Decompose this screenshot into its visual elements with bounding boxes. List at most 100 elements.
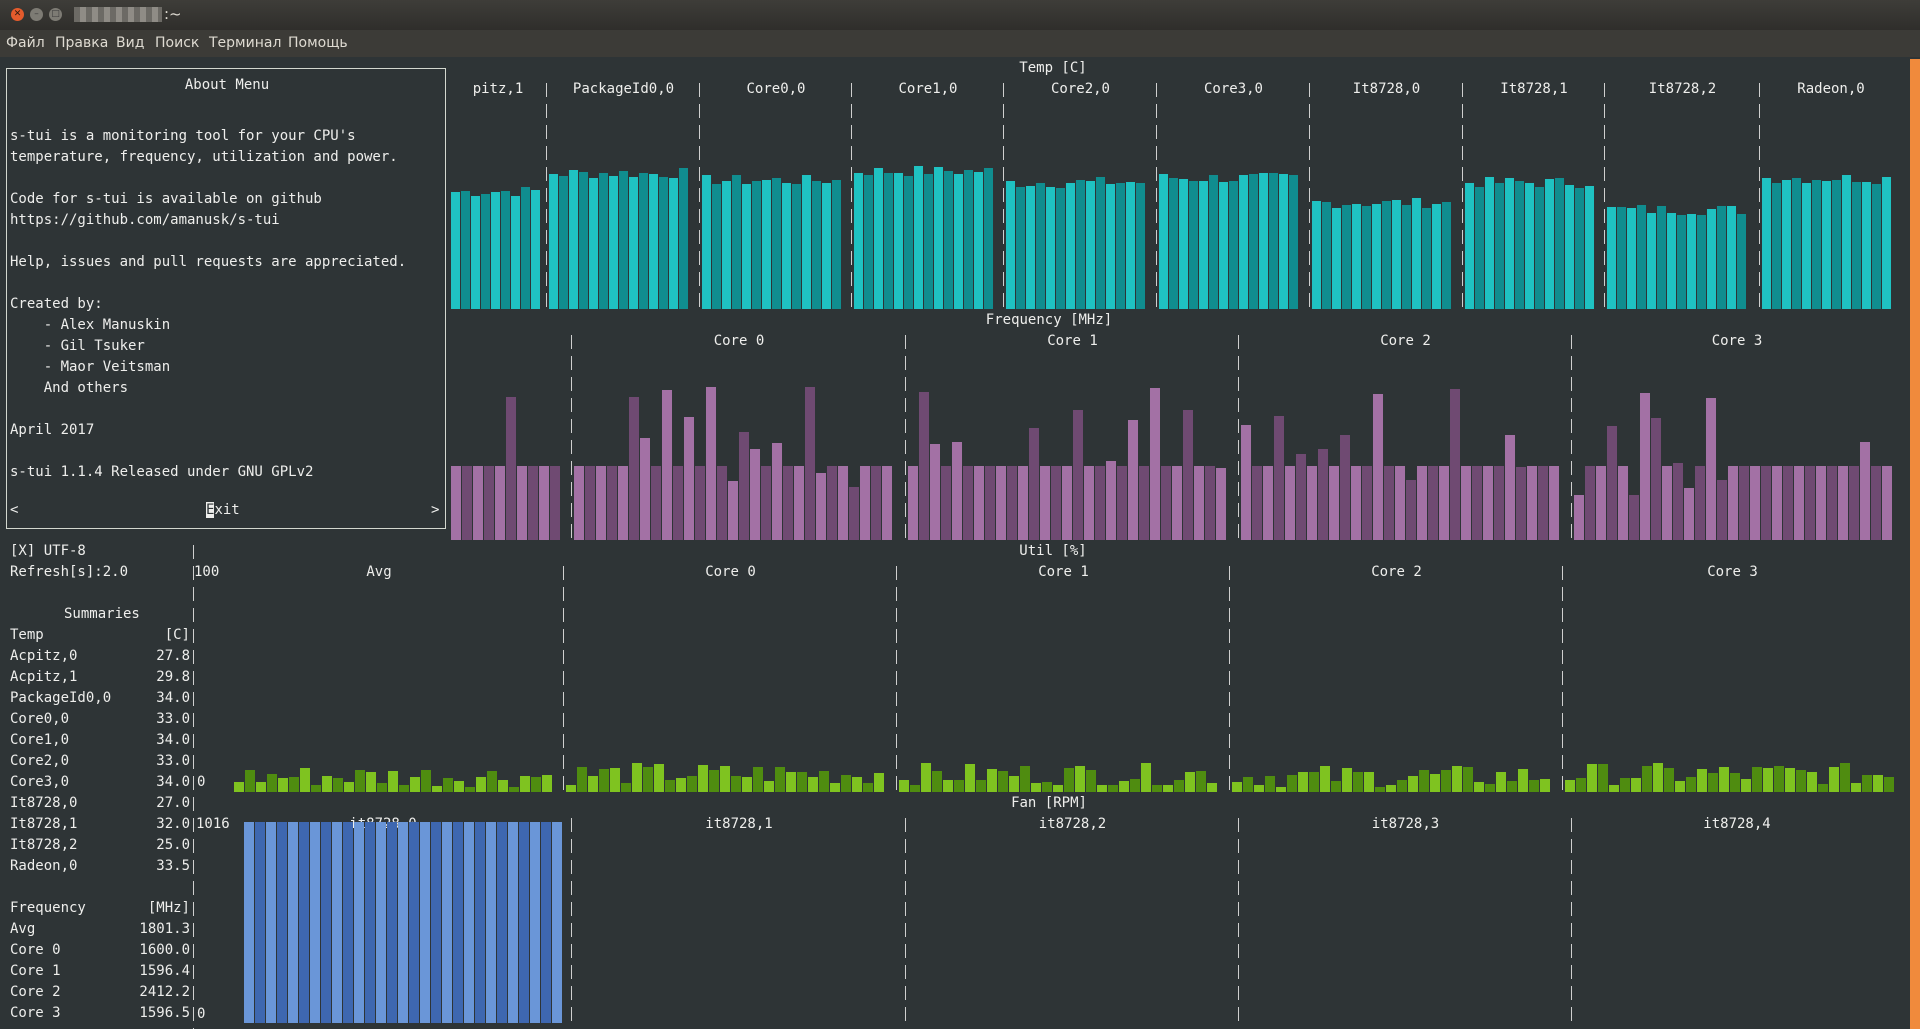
window-titlebar: ✕ – □ :~	[0, 0, 1920, 30]
exit-label[interactable]: Exit	[206, 500, 240, 520]
fan_graph-panel-divider	[1571, 818, 1572, 1023]
util_graph-bar	[753, 767, 763, 792]
freq_graph-bar	[1362, 466, 1372, 540]
freq_graph-bar	[1183, 410, 1193, 540]
util_graph-bar	[1254, 785, 1264, 792]
close-icon[interactable]: ✕	[11, 8, 24, 21]
freq_graph-bar	[1172, 466, 1182, 540]
freq_graph-bar	[996, 466, 1006, 540]
temp-summary-name: It8728,1	[10, 816, 78, 832]
temp_graph-bar	[1116, 183, 1125, 309]
util_graph-bar	[1697, 769, 1707, 792]
temp_graph-bar	[1096, 177, 1105, 309]
fan_graph-bar	[343, 822, 353, 1023]
util_graph-bar	[1598, 764, 1608, 792]
util_graph-bar	[1141, 763, 1151, 792]
terminal-area[interactable]: Temp [C] pitz,1 PackageId0,0 Core0,0 Core1,…	[0, 57, 1920, 1029]
menu-search[interactable]: Поиск	[155, 35, 200, 51]
util_graph-bar	[289, 777, 299, 792]
temp_graph-bar	[1822, 181, 1831, 309]
temp_graph-bar	[1707, 209, 1716, 309]
freq_graph-bar	[506, 397, 516, 540]
temp_graph-bar	[752, 181, 761, 309]
temp-summary-name: Acpitz,0	[10, 648, 78, 664]
freq_graph-bar	[1662, 466, 1672, 540]
util_graph-bar	[852, 777, 862, 792]
temp_graph-bar	[1647, 213, 1656, 309]
temp_graph-bar	[1086, 181, 1095, 309]
freq_graph-bar	[1618, 466, 1628, 540]
util_graph-bar	[421, 770, 431, 792]
freq_graph-bar	[985, 466, 995, 540]
fan_graph-bar	[288, 822, 298, 1023]
temp_graph-panel-label: PackageId0,0	[572, 81, 675, 97]
util_graph-panel-divider	[896, 566, 897, 792]
about-line: Created by:	[10, 296, 103, 312]
maximize-icon[interactable]: □	[49, 8, 62, 21]
util_graph-bar	[599, 769, 609, 792]
temp_graph-bar	[491, 192, 500, 309]
fan_graph-bar	[486, 822, 496, 1023]
freq_graph-bar	[1062, 466, 1072, 540]
freq_graph-bar	[952, 442, 962, 540]
freq_graph-bar	[1871, 466, 1881, 540]
freq_graph-bar	[1263, 466, 1273, 540]
exit-button[interactable]: < Exit >	[8, 500, 439, 520]
freq_graph-panel-divider	[571, 335, 572, 540]
util_graph-bar	[954, 780, 964, 792]
temp_graph-bar	[1342, 205, 1351, 309]
temp_graph-bar	[1555, 178, 1564, 309]
temp_graph-bar	[854, 173, 863, 309]
temp_graph-panel-divider	[1156, 83, 1157, 309]
menu-edit[interactable]: Правка	[55, 35, 109, 51]
freq_graph-bar	[871, 466, 881, 540]
freq_graph-bar	[1128, 420, 1138, 540]
util_graph-panel-divider	[1562, 566, 1563, 792]
freq-summary-header: Frequency	[10, 900, 86, 916]
freq_graph-bar	[1428, 466, 1438, 540]
minimize-icon[interactable]: –	[30, 8, 43, 21]
fan_graph-bar	[497, 822, 507, 1023]
temp_graph-bar	[599, 173, 608, 309]
util_graph-bar	[1518, 769, 1528, 792]
util_graph-bar	[610, 768, 620, 792]
util_graph-bar	[322, 776, 332, 792]
util_graph-bar	[1042, 782, 1052, 792]
freq_graph-bar	[860, 466, 870, 540]
freq_graph-bar	[1739, 466, 1749, 540]
fan_graph-panel-label: it8728,3	[1371, 816, 1440, 832]
scrollbar[interactable]	[1910, 59, 1920, 1029]
freq_graph-bar	[1307, 466, 1317, 540]
freq_graph-bar	[882, 466, 892, 540]
menu-terminal[interactable]: Терминал	[209, 35, 282, 51]
util_graph-bar	[1796, 770, 1806, 792]
freq_graph-bar	[1040, 466, 1050, 540]
menu-help[interactable]: Помощь	[288, 35, 348, 51]
fan_graph-bar	[475, 822, 485, 1023]
util_graph-bar	[1829, 767, 1839, 792]
freq_graph-bar	[827, 466, 837, 540]
utf8-toggle[interactable]: [X] UTF-8	[10, 543, 86, 559]
window-title: :~	[164, 5, 182, 23]
freq-summary-unit: [MHz]	[147, 900, 190, 916]
menu-file[interactable]: Файл	[6, 35, 45, 51]
util_graph-bar	[1097, 785, 1107, 792]
temp_graph-bar	[1465, 183, 1474, 309]
freq_graph-bar	[640, 438, 650, 540]
util_graph-bar	[1785, 768, 1795, 792]
util_graph-bar	[632, 763, 642, 792]
temp_graph-bar	[1802, 183, 1811, 309]
util_graph-bar	[1884, 777, 1894, 792]
freq_graph-bar	[1651, 418, 1661, 540]
freq_graph-bar	[1706, 398, 1716, 540]
temp_graph-bar	[1585, 186, 1594, 309]
temp_graph-bar	[732, 175, 741, 309]
temp_graph-bar	[722, 181, 731, 309]
util_graph-bar	[1851, 783, 1861, 792]
menu-view[interactable]: Вид	[116, 35, 145, 51]
temp-summary-value: 33.0	[156, 711, 190, 727]
temp_graph-bar	[609, 176, 618, 309]
refresh-rate[interactable]: Refresh[s]:2.0	[10, 564, 129, 580]
freq_graph-bar	[1084, 466, 1094, 540]
temp_graph-panel-label: It8728,2	[1648, 81, 1717, 97]
